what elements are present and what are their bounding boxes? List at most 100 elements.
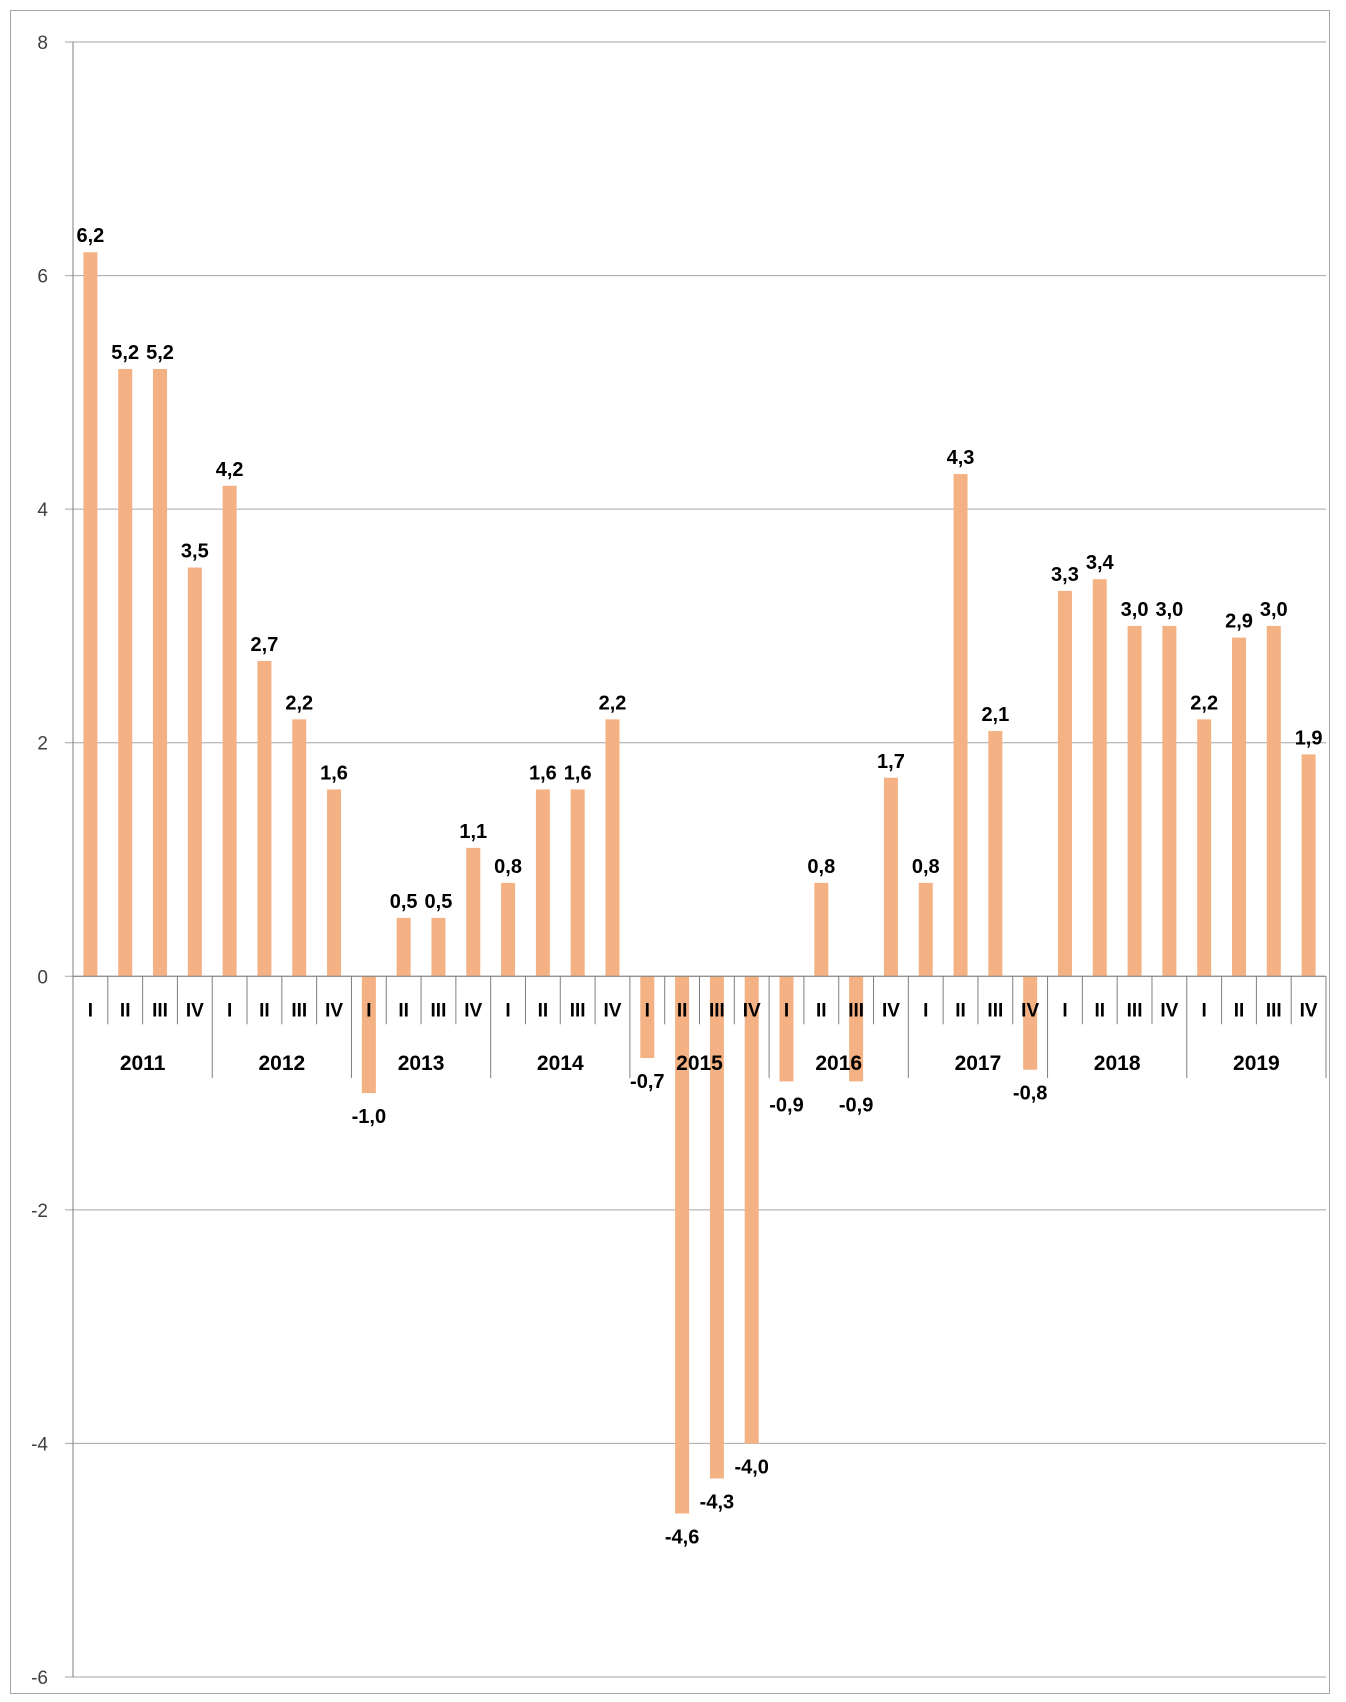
data-label: 4,3 <box>947 447 975 469</box>
quarter-label: I <box>88 1000 93 1021</box>
data-label: 2,2 <box>599 692 627 714</box>
bar <box>466 847 481 977</box>
bar <box>849 976 864 1082</box>
quarter-label: I <box>1062 1000 1067 1021</box>
bar <box>257 660 272 977</box>
data-label: 5,2 <box>146 342 174 364</box>
bar <box>883 777 898 977</box>
data-label: -0,9 <box>769 1094 803 1116</box>
y-tick-label: 8 <box>37 33 48 54</box>
y-tick-label: -2 <box>31 1201 48 1222</box>
data-label: 2,2 <box>1190 692 1218 714</box>
quarter-label: II <box>955 1000 966 1021</box>
bar <box>1231 637 1246 977</box>
quarter-label: II <box>120 1000 131 1021</box>
bar <box>1197 719 1212 977</box>
data-label: 1,9 <box>1295 727 1323 749</box>
bar <box>570 789 585 977</box>
bar <box>327 789 342 977</box>
y-tick-label: -6 <box>31 1668 48 1689</box>
bar <box>1162 625 1177 977</box>
data-label: 3,0 <box>1121 599 1149 621</box>
y-tick-label: 0 <box>37 967 48 988</box>
y-tick-label: -4 <box>31 1434 48 1455</box>
data-label: 0,5 <box>425 891 453 913</box>
y-tick-label: 2 <box>37 734 48 755</box>
quarter-label: I <box>923 1000 928 1021</box>
data-label: 3,5 <box>181 541 209 563</box>
bar <box>396 917 411 977</box>
data-label: 1,7 <box>877 751 905 773</box>
quarter-label: II <box>677 1000 688 1021</box>
year-label: 2019 <box>1233 1052 1280 1075</box>
quarter-label: II <box>538 1000 549 1021</box>
quarter-label: II <box>1234 1000 1245 1021</box>
bar <box>709 976 724 1479</box>
data-label: 4,2 <box>216 459 244 481</box>
bar <box>1127 625 1142 977</box>
data-label: 2,2 <box>285 692 313 714</box>
quarter-label: I <box>1202 1000 1207 1021</box>
bar <box>83 252 98 977</box>
quarter-label: IV <box>186 1000 204 1021</box>
year-label: 2014 <box>537 1052 584 1075</box>
bar <box>535 789 550 977</box>
bar <box>501 882 516 977</box>
bar <box>988 731 1003 977</box>
year-label: 2016 <box>815 1052 862 1075</box>
data-label: 3,0 <box>1260 599 1288 621</box>
quarter-label: I <box>645 1000 650 1021</box>
data-label: 3,3 <box>1051 564 1079 586</box>
bar <box>118 369 133 977</box>
bar <box>292 719 307 977</box>
quarter-label: III <box>848 1000 864 1021</box>
quarter-label: III <box>570 1000 586 1021</box>
year-label: 2017 <box>955 1052 1002 1075</box>
quarter-label: II <box>259 1000 270 1021</box>
year-label: 2015 <box>676 1052 723 1075</box>
bar <box>1301 754 1316 977</box>
quarter-label: II <box>398 1000 409 1021</box>
data-label: 1,1 <box>459 821 487 843</box>
data-label: -4,0 <box>734 1456 768 1478</box>
data-label: 6,2 <box>76 225 104 247</box>
quarter-label: III <box>709 1000 725 1021</box>
quarter-label: I <box>227 1000 232 1021</box>
quarter-label: IV <box>1300 1000 1318 1021</box>
bar <box>1092 579 1107 977</box>
data-label: 1,6 <box>320 762 348 784</box>
data-label: 5,2 <box>111 342 139 364</box>
bar <box>1266 625 1281 977</box>
data-label: 0,5 <box>390 891 418 913</box>
bar <box>605 719 620 977</box>
bar <box>361 976 376 1094</box>
quarter-label: III <box>431 1000 447 1021</box>
quarter-label: III <box>1266 1000 1282 1021</box>
bar <box>153 369 168 977</box>
data-label: -0,9 <box>839 1094 873 1116</box>
quarter-label: I <box>784 1000 789 1021</box>
y-tick-label: 4 <box>37 500 48 521</box>
quarter-label: IV <box>1160 1000 1178 1021</box>
data-label: 0,8 <box>807 856 835 878</box>
year-label: 2018 <box>1094 1052 1141 1075</box>
data-label: -4,3 <box>700 1491 734 1513</box>
data-label: 3,4 <box>1086 552 1115 574</box>
quarter-label: IV <box>1021 1000 1039 1021</box>
bar <box>814 882 829 977</box>
quarter-label: II <box>1094 1000 1105 1021</box>
bar <box>222 485 237 977</box>
bar <box>640 976 655 1059</box>
bar <box>1023 976 1038 1070</box>
quarter-label: I <box>366 1000 371 1021</box>
bar <box>953 474 968 977</box>
bar <box>431 917 446 977</box>
quarter-label: III <box>152 1000 168 1021</box>
quarter-label: I <box>505 1000 510 1021</box>
quarter-label: III <box>291 1000 307 1021</box>
bar <box>779 976 794 1082</box>
data-label: -4,6 <box>665 1527 699 1549</box>
quarter-label: IV <box>325 1000 343 1021</box>
data-label: 3,0 <box>1155 599 1183 621</box>
